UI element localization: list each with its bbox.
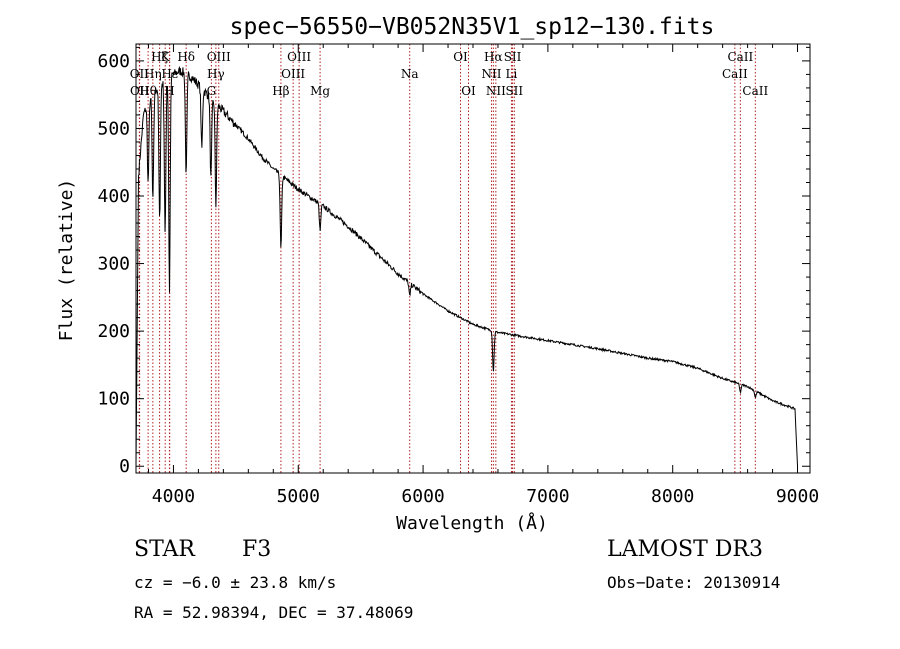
reference-label: Hζ [151, 50, 168, 64]
chart-title: spec−56550−VB052N35V1_sp12−130.fits [230, 14, 715, 40]
reference-label: Hγ [207, 67, 225, 81]
object-class: STAR [134, 537, 195, 562]
reference-label: Hβ [272, 84, 289, 98]
reference-label: OIII [287, 50, 311, 64]
reference-label: K [161, 50, 171, 64]
y-axis-label: Flux (relative) [56, 179, 77, 342]
reference-label: H [164, 84, 174, 98]
reference-label: Hη [144, 67, 162, 81]
plot-frame [135, 43, 811, 474]
reference-label: Hδ [177, 50, 195, 64]
reference-label: OI [461, 84, 476, 98]
y-tick-label: 600 [97, 51, 130, 72]
survey-name: LAMOST DR3 [607, 537, 763, 562]
x-axis: 4000 5000 6000 7000 8000 9000 [147, 44, 819, 507]
y-tick-label: 400 [97, 186, 130, 207]
y-tick-label: 500 [97, 118, 130, 139]
y-tick-label: 200 [97, 321, 130, 342]
reference-lines-group [138, 44, 756, 473]
x-tick-label: 6000 [401, 486, 444, 507]
spectrum-line [135, 65, 798, 467]
coordinates: RA = 52.98394, DEC = 37.48069 [134, 603, 414, 622]
reference-label: CaII [722, 67, 748, 81]
reference-label: SII [504, 50, 522, 64]
reference-label: Na [401, 67, 419, 81]
reference-label: Li [506, 67, 518, 81]
x-tick-label: 4000 [152, 486, 195, 507]
reference-label: Hα [484, 50, 503, 64]
reference-label: OII [130, 84, 150, 98]
reference-label: CaII [727, 50, 753, 64]
reference-label: NII [481, 67, 501, 81]
reference-label: SII [505, 84, 523, 98]
reference-label: G [207, 84, 217, 98]
x-tick-label: 7000 [526, 486, 569, 507]
y-axis: 0 100 200 300 400 500 600 [97, 46, 810, 477]
x-tick-label: 5000 [277, 486, 320, 507]
reference-label: OIII [281, 67, 305, 81]
reference-label: Mg [310, 84, 330, 98]
x-axis-label: Wavelength (Å) [396, 512, 548, 534]
reference-label: OIII [207, 50, 231, 64]
reference-label: NII [486, 84, 506, 98]
y-tick-label: 300 [97, 254, 130, 275]
observation-date: Obs−Date: 20130914 [607, 573, 781, 592]
reference-label: OI [453, 50, 468, 64]
reference-label: CaII [742, 84, 768, 98]
y-tick-label: 0 [119, 456, 130, 477]
reference-label: Hε [161, 67, 178, 81]
x-tick-label: 9000 [776, 486, 819, 507]
object-subclass: F3 [242, 537, 272, 562]
y-tick-label: 100 [97, 389, 130, 410]
redshift-readout: cz = −6.0 ± 23.8 km/s [134, 573, 337, 592]
reference-label: Hθ [139, 84, 157, 98]
x-tick-label: 8000 [651, 486, 694, 507]
